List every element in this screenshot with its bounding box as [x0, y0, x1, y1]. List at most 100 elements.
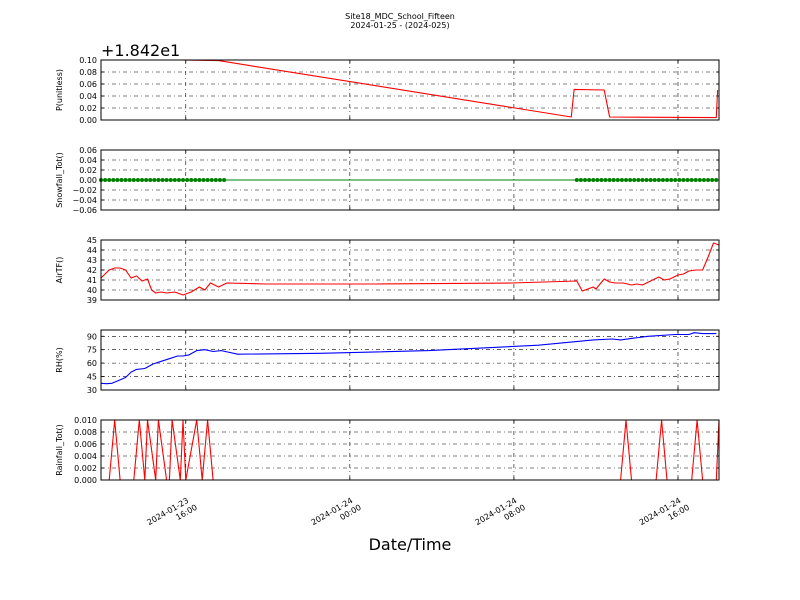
- series-marker: [636, 178, 641, 182]
- series-marker: [131, 178, 136, 182]
- y-axis-label: RH(%): [55, 347, 64, 372]
- series-marker: [574, 178, 579, 182]
- series-marker: [176, 178, 181, 182]
- axes-frame: [100, 239, 720, 301]
- y-tick-label: 90: [87, 332, 97, 341]
- y-tick-label: −0.06: [72, 206, 97, 215]
- series-marker: [205, 178, 210, 182]
- series-marker: [660, 178, 665, 182]
- series-marker: [127, 178, 132, 182]
- series-marker: [189, 178, 194, 182]
- series-marker: [168, 178, 173, 182]
- series-marker: [156, 178, 161, 182]
- series-marker: [185, 178, 190, 182]
- y-tick-label: 0.04: [79, 156, 97, 165]
- y-axis-label: Snowfall_Tot(): [55, 152, 64, 208]
- series-marker: [644, 178, 649, 182]
- y-tick-label: 0.006: [74, 440, 97, 449]
- series-marker: [217, 178, 222, 182]
- series-marker: [656, 178, 661, 182]
- series-marker: [140, 178, 145, 182]
- series-marker: [201, 178, 206, 182]
- series-marker: [669, 178, 674, 182]
- series-marker: [119, 178, 124, 182]
- y-tick-label: 44: [87, 246, 97, 255]
- series-marker: [665, 178, 670, 182]
- figure-subtitle: 2024-01-25 - (2024-025): [350, 21, 450, 30]
- series-marker: [152, 178, 157, 182]
- axes-frame: [100, 329, 720, 391]
- y-tick-label: 0.02: [79, 104, 97, 113]
- series-marker: [706, 178, 711, 182]
- axes-frame: [100, 59, 720, 121]
- y-tick-label: 75: [87, 346, 97, 355]
- series-marker: [144, 178, 149, 182]
- series-marker: [714, 178, 719, 182]
- series-marker: [640, 178, 645, 182]
- y-tick-label: 0.010: [74, 416, 97, 425]
- series-marker: [648, 178, 653, 182]
- series-marker: [624, 178, 629, 182]
- y-axis-label: AirTF(): [55, 257, 64, 284]
- y-tick-label: 0.002: [74, 464, 97, 473]
- y-tick-label: 60: [87, 359, 97, 368]
- series-line: [101, 419, 720, 481]
- y-tick-label: 0.004: [74, 452, 97, 461]
- x-axis-label: Date/Time: [368, 535, 452, 554]
- series-marker: [181, 178, 186, 182]
- series-line: [101, 59, 719, 119]
- y-tick-label: 0.00: [79, 176, 97, 185]
- y-tick-label: 43: [87, 256, 97, 265]
- series-marker: [615, 178, 620, 182]
- series-marker: [160, 178, 165, 182]
- y-tick-label: −0.04: [72, 196, 97, 205]
- series-marker: [209, 178, 214, 182]
- series-marker: [148, 178, 153, 182]
- series-marker: [197, 178, 202, 182]
- y-tick-label: 0.000: [74, 476, 97, 485]
- series-marker: [222, 178, 227, 182]
- series-marker: [111, 178, 116, 182]
- y-tick-label: 39: [87, 296, 97, 305]
- series-marker: [611, 178, 616, 182]
- series-marker: [583, 178, 588, 182]
- series-marker: [652, 178, 657, 182]
- series-marker: [164, 178, 169, 182]
- series-marker: [599, 178, 604, 182]
- series-marker: [710, 178, 715, 182]
- axes-frame: [100, 419, 720, 481]
- y-tick-label: 0.04: [79, 92, 97, 101]
- series-marker: [693, 178, 698, 182]
- y-tick-label: 42: [87, 266, 97, 275]
- series-marker: [135, 178, 140, 182]
- series-line: [100, 242, 720, 296]
- series-marker: [595, 178, 600, 182]
- series-marker: [591, 178, 596, 182]
- y-tick-label: 0.08: [79, 68, 97, 77]
- series-marker: [685, 178, 690, 182]
- series-marker: [193, 178, 198, 182]
- series-marker: [213, 178, 218, 182]
- y-tick-label: 0.06: [79, 146, 97, 155]
- y-tick-label: 0.10: [79, 56, 97, 65]
- series-marker: [578, 178, 583, 182]
- y-tick-label: 41: [87, 276, 97, 285]
- y-tick-label: 0.008: [74, 428, 97, 437]
- series-marker: [619, 178, 624, 182]
- series-marker: [677, 178, 682, 182]
- y-tick-label: −0.02: [72, 186, 97, 195]
- y-tick-label: 30: [87, 386, 97, 395]
- series-marker: [632, 178, 637, 182]
- y-axis-label: Rainfall_Tot(): [55, 424, 64, 476]
- axes-frame: [100, 149, 720, 211]
- series-marker: [628, 178, 633, 182]
- series-marker: [603, 178, 608, 182]
- y-tick-label: 45: [87, 373, 97, 382]
- y-tick-label: 0.02: [79, 166, 97, 175]
- series-marker: [697, 178, 702, 182]
- series-line: [100, 332, 717, 385]
- series-marker: [587, 178, 592, 182]
- y-tick-label: 40: [87, 286, 97, 295]
